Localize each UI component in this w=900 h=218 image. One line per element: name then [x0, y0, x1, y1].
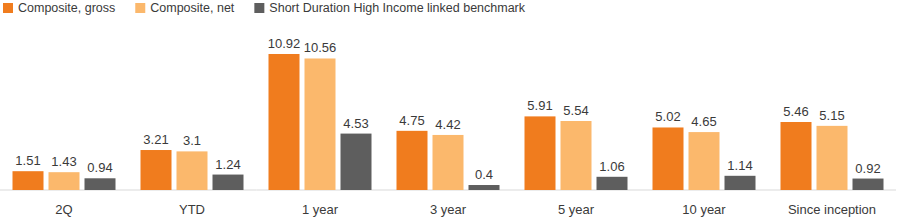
bar: [561, 121, 592, 190]
data-label: 4.42: [435, 117, 460, 132]
data-label: 0.4: [475, 167, 493, 182]
legend-swatch: [3, 3, 13, 13]
legend-swatch: [254, 3, 264, 13]
legend: Composite, gross Composite, net Short Dura…: [3, 1, 526, 15]
data-label: 4.53: [343, 116, 368, 131]
legend-label: Composite, net: [150, 1, 235, 15]
data-labels: 1.51 1.43 0.94 3.21 3.1 1.24 10.9210.56 4.53 4.7…: [15, 36, 880, 182]
data-label: 5.54: [563, 103, 588, 118]
bar: [653, 127, 684, 190]
bar: [689, 132, 720, 190]
data-label: 4.75: [399, 113, 424, 128]
data-label: 5.02: [655, 109, 680, 124]
bar: [269, 54, 300, 190]
data-label: 0.94: [87, 160, 112, 175]
bar: [213, 175, 244, 190]
bar: [305, 58, 336, 190]
data-label: 3.21: [143, 132, 168, 147]
data-label: 0.92: [855, 161, 880, 176]
bar: [341, 134, 372, 190]
data-label: 4.65: [691, 114, 716, 129]
bar: [781, 122, 812, 190]
data-label: 1.06: [599, 159, 624, 174]
bar: [597, 177, 628, 190]
bar: [525, 116, 556, 190]
x-tick-label: YTD: [179, 202, 205, 217]
x-tick-label: 5 year: [558, 202, 595, 217]
chart-svg: 1.51 1.43 0.94 3.21 3.1 1.24 10.9210.56 4.53 4.7…: [0, 0, 900, 218]
legend-label: Composite, gross: [18, 1, 115, 15]
bar: [817, 126, 848, 190]
chart-container: 1.51 1.43 0.94 3.21 3.1 1.24 10.9210.56 4.53 4.7…: [0, 0, 900, 218]
data-label: 1.43: [51, 154, 76, 169]
bar: [177, 151, 208, 190]
legend-label: Short Duration High Income linked benchm…: [269, 1, 525, 15]
data-label: 10.92: [268, 36, 301, 51]
bar: [725, 176, 756, 190]
bar: [469, 185, 500, 190]
bar: [433, 135, 464, 190]
bar: [397, 131, 428, 190]
x-tick-label: Since inception: [788, 202, 876, 217]
x-tick-label: 1 year: [302, 202, 339, 217]
bar: [49, 172, 80, 190]
data-label: 5.46: [783, 104, 808, 119]
data-label: 5.15: [819, 108, 844, 123]
bar: [853, 179, 884, 190]
data-label: 1.24: [215, 157, 240, 172]
data-label: 1.51: [15, 153, 40, 168]
bar: [141, 150, 172, 190]
data-label: 1.14: [727, 158, 752, 173]
x-tick-label: 10 year: [682, 202, 726, 217]
legend-swatch: [135, 3, 145, 13]
data-label: 5.91: [527, 98, 552, 113]
bar: [13, 171, 44, 190]
data-label: 3.1: [183, 133, 201, 148]
data-label: 10.56: [304, 40, 337, 55]
x-tick-label: 3 year: [430, 202, 467, 217]
bar: [85, 178, 116, 190]
bars: [13, 54, 884, 190]
x-tick-label: 2Q: [55, 202, 72, 217]
